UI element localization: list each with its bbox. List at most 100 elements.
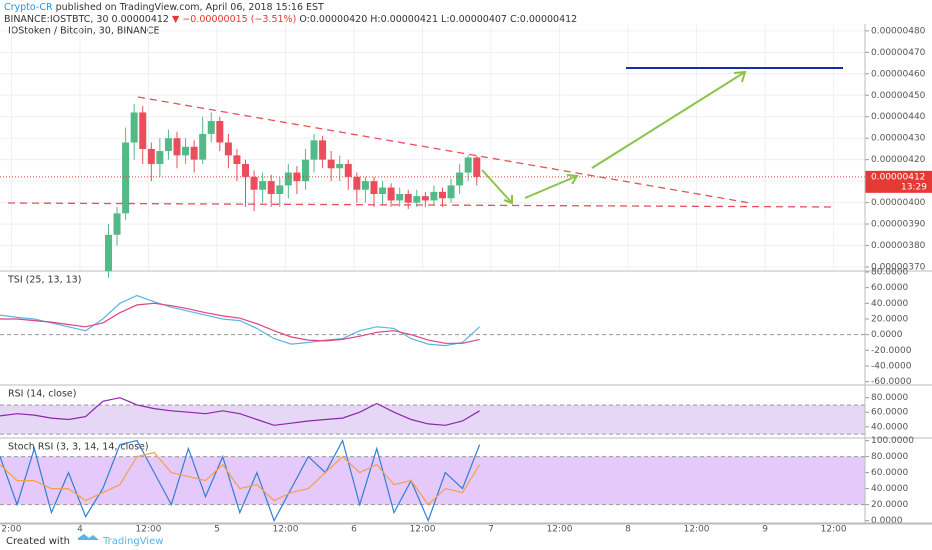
x-tick-label: 12:00: [410, 525, 436, 535]
candle-body: [310, 140, 318, 160]
y-tick-label: 20.0000: [871, 500, 908, 510]
trend-line: [137, 96, 751, 204]
x-tick-label: 2:00: [1, 525, 21, 535]
candle-body: [276, 185, 284, 195]
indicator-line: [0, 302, 480, 344]
y-tick-label: 0.00000470: [871, 48, 926, 58]
indicator-line: [0, 397, 480, 426]
arrows: [481, 70, 747, 205]
candle-body: [464, 157, 472, 173]
candle-body: [370, 181, 378, 195]
y-tick-label: 0.00000480: [871, 26, 926, 36]
candle-body: [430, 191, 438, 201]
indicator-line: [0, 451, 481, 506]
candle-body: [113, 213, 121, 235]
x-tick-label: 4: [77, 525, 83, 535]
x-tick-label: 12:00: [135, 525, 161, 535]
candle-body: [173, 138, 181, 156]
y-tick-label: 0.00000400: [871, 198, 926, 208]
candle-body: [353, 176, 361, 190]
candle-body: [267, 181, 275, 195]
y-tick-label: 0.00000380: [871, 241, 926, 251]
candle-body: [182, 146, 190, 156]
x-tick-label: 12:00: [547, 525, 573, 535]
candle-body: [104, 234, 112, 272]
pane-title: Stoch RSI (3, 3, 14, 14, close): [8, 442, 149, 453]
header-line: Crypto-CR published on TradingView.com, …: [4, 2, 324, 13]
pane-title: TSI (25, 13, 13): [7, 275, 81, 286]
footer-created: Created with: [6, 536, 70, 547]
x-tick-label: 12:00: [273, 525, 299, 535]
footer-brand[interactable]: TradingView: [102, 536, 163, 547]
candle-body: [327, 159, 335, 169]
candle-body: [216, 121, 224, 143]
candle-body: [156, 151, 164, 164]
candle-body: [293, 172, 301, 182]
band: [0, 456, 865, 505]
candle-body: [361, 181, 369, 190]
candle-body: [319, 140, 327, 160]
y-tick-label: 0.00000390: [871, 220, 926, 230]
candle-body: [284, 172, 292, 186]
drawings: [7, 67, 843, 208]
candle-body: [199, 133, 207, 160]
candle-body: [447, 185, 455, 199]
candle-body: [139, 112, 147, 149]
y-tick-label: -40.0000: [871, 361, 912, 371]
candle-body: [344, 163, 352, 177]
y-tick-label: 40.0000: [871, 484, 908, 494]
y-tick-label: 0.00000420: [871, 155, 926, 165]
y-tick-label: 100.0000: [871, 436, 914, 446]
y-tick-label: 40.0000: [871, 422, 908, 432]
y-tick-label: 0.00000460: [871, 69, 926, 79]
candle-body: [456, 172, 464, 186]
x-tick-label: 12:00: [684, 525, 710, 535]
candle-body: [413, 196, 421, 203]
y-tick-label: 60.0000: [871, 408, 908, 418]
x-tick-label: 8: [625, 525, 631, 535]
band: [0, 404, 865, 435]
symbol: BINANCE:IOSTBTC, 30: [4, 14, 109, 25]
candle-body: [130, 112, 138, 143]
candle-body: [336, 163, 344, 169]
candle-body: [242, 163, 250, 177]
candle-body: [301, 159, 309, 182]
last-price-box: [865, 170, 932, 193]
x-tick-label: 9: [762, 525, 768, 535]
pane-title: IOStoken / Bitcoin, 30, BINANCE: [8, 26, 160, 37]
candle-body: [438, 191, 446, 199]
candle-body: [207, 121, 215, 134]
candle-body: [396, 194, 404, 201]
x-tick-label: 5: [214, 525, 220, 535]
candle-body: [250, 176, 258, 190]
candle-body: [404, 194, 412, 203]
y-tick-label: 0.00000450: [871, 91, 926, 101]
author[interactable]: Crypto-CR: [4, 2, 53, 13]
y-tick-label: 0.00000430: [871, 134, 926, 144]
y-tick-label: 60.0000: [871, 283, 908, 293]
y-tick-label: 0.00000370: [871, 262, 926, 272]
y-tick-label: -20.0000: [871, 346, 912, 356]
candle-body: [122, 142, 130, 214]
candle-body: [387, 187, 395, 201]
y-tick-label: 20.0000: [871, 314, 908, 324]
indicator-line: [0, 438, 481, 523]
y-tick-label: 60.0000: [871, 468, 908, 478]
published: published on TradingView.com, April 06, …: [56, 2, 324, 13]
ohlc: O:0.00000420 H:0.00000421 L:0.00000407 C…: [299, 14, 577, 25]
support-line: [7, 202, 836, 208]
candle-body: [421, 196, 429, 201]
candle-body: [224, 142, 232, 156]
panes: 0.00000480 0.00000470 0.00000460 0.00000450…: [0, 24, 932, 535]
x-tick-label: 12:00: [821, 525, 847, 535]
candle-body: [233, 155, 241, 164]
y-tick-label: 80.0000: [871, 268, 908, 278]
y-tick-label: 80.0000: [871, 393, 908, 403]
price: 0.00000412: [112, 14, 169, 25]
y-tick-label: 40.0000: [871, 299, 908, 309]
y-tick-label: -60.0000: [871, 377, 912, 387]
pane-title: RSI (14, close): [8, 389, 76, 400]
logo: [78, 534, 99, 540]
candle-body: [190, 146, 198, 160]
